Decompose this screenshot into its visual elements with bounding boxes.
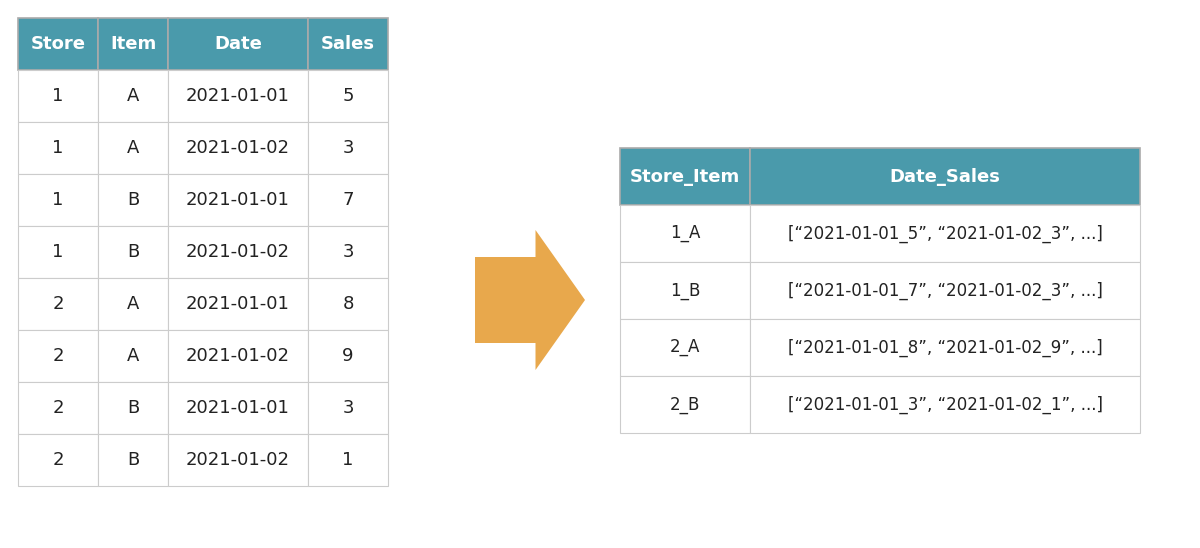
Bar [168, 70, 308, 122]
Bar [308, 122, 388, 174]
Bar [98, 434, 168, 486]
Text: B: B [127, 451, 139, 469]
Text: Store_Item: Store_Item [630, 168, 740, 186]
Text: Store: Store [30, 35, 85, 53]
Text: 2021-01-02: 2021-01-02 [186, 347, 290, 365]
Text: 2021-01-01: 2021-01-01 [186, 191, 290, 209]
Text: Item: Item [110, 35, 156, 53]
Bar [168, 226, 308, 278]
Text: [“2021-01-01_8”, “2021-01-02_9”, ...]: [“2021-01-01_8”, “2021-01-02_9”, ...] [787, 338, 1103, 357]
Text: A: A [127, 295, 139, 313]
Text: 2021-01-02: 2021-01-02 [186, 139, 290, 157]
Text: 1_A: 1_A [670, 225, 700, 243]
Bar [98, 382, 168, 434]
Text: Date: Date [214, 35, 262, 53]
Text: 3: 3 [342, 139, 354, 157]
Bar [308, 382, 388, 434]
Text: 1_B: 1_B [670, 282, 700, 300]
Text: A: A [127, 139, 139, 157]
Bar [168, 18, 308, 70]
Bar [168, 174, 308, 226]
Text: 1: 1 [53, 243, 64, 261]
Bar [308, 226, 388, 278]
Text: [“2021-01-01_7”, “2021-01-02_3”, ...]: [“2021-01-01_7”, “2021-01-02_3”, ...] [787, 281, 1103, 300]
Text: B: B [127, 191, 139, 209]
Text: [“2021-01-01_5”, “2021-01-02_3”, ...]: [“2021-01-01_5”, “2021-01-02_3”, ...] [787, 224, 1103, 243]
Bar [168, 434, 308, 486]
Bar [18, 122, 98, 174]
Text: 2: 2 [53, 295, 64, 313]
Bar [18, 174, 98, 226]
Bar [98, 70, 168, 122]
Bar [308, 174, 388, 226]
Bar [98, 278, 168, 330]
Bar [98, 122, 168, 174]
Bar [620, 319, 750, 376]
Bar [98, 330, 168, 382]
Text: 2: 2 [53, 399, 64, 417]
Text: 2021-01-02: 2021-01-02 [186, 243, 290, 261]
Text: 1: 1 [53, 139, 64, 157]
Bar [750, 148, 1140, 205]
Bar [750, 319, 1140, 376]
Text: A: A [127, 87, 139, 105]
Polygon shape [475, 230, 586, 370]
Text: A: A [127, 347, 139, 365]
Text: 2021-01-01: 2021-01-01 [186, 295, 290, 313]
Text: 1: 1 [342, 451, 354, 469]
Text: B: B [127, 243, 139, 261]
Bar [18, 278, 98, 330]
Bar [308, 278, 388, 330]
Text: 5: 5 [342, 87, 354, 105]
Bar [18, 382, 98, 434]
Text: 1: 1 [53, 87, 64, 105]
Text: [“2021-01-01_3”, “2021-01-02_1”, ...]: [“2021-01-01_3”, “2021-01-02_1”, ...] [787, 395, 1103, 414]
Bar [308, 18, 388, 70]
Text: 2: 2 [53, 451, 64, 469]
Text: 8: 8 [342, 295, 354, 313]
Bar [308, 330, 388, 382]
Text: 2_A: 2_A [670, 339, 700, 357]
Text: 1: 1 [53, 191, 64, 209]
Bar [620, 262, 750, 319]
Bar [18, 226, 98, 278]
Text: Sales: Sales [322, 35, 374, 53]
Bar [168, 278, 308, 330]
Text: 9: 9 [342, 347, 354, 365]
Bar [308, 434, 388, 486]
Bar [98, 226, 168, 278]
Bar [750, 205, 1140, 262]
Bar [620, 148, 750, 205]
Text: 3: 3 [342, 243, 354, 261]
Bar [750, 376, 1140, 433]
Bar [168, 122, 308, 174]
Bar [620, 205, 750, 262]
Text: 2: 2 [53, 347, 64, 365]
Text: B: B [127, 399, 139, 417]
Bar [168, 330, 308, 382]
Text: 7: 7 [342, 191, 354, 209]
Bar [98, 18, 168, 70]
Bar [750, 262, 1140, 319]
Bar [98, 174, 168, 226]
Text: Date_Sales: Date_Sales [889, 168, 1001, 186]
Text: 2021-01-01: 2021-01-01 [186, 399, 290, 417]
Text: 2021-01-02: 2021-01-02 [186, 451, 290, 469]
Bar [168, 382, 308, 434]
Bar [620, 376, 750, 433]
Bar [18, 18, 98, 70]
Bar [308, 70, 388, 122]
Bar [18, 434, 98, 486]
Text: 2021-01-01: 2021-01-01 [186, 87, 290, 105]
Text: 2_B: 2_B [670, 396, 700, 414]
Bar [18, 330, 98, 382]
Text: 3: 3 [342, 399, 354, 417]
Bar [18, 70, 98, 122]
